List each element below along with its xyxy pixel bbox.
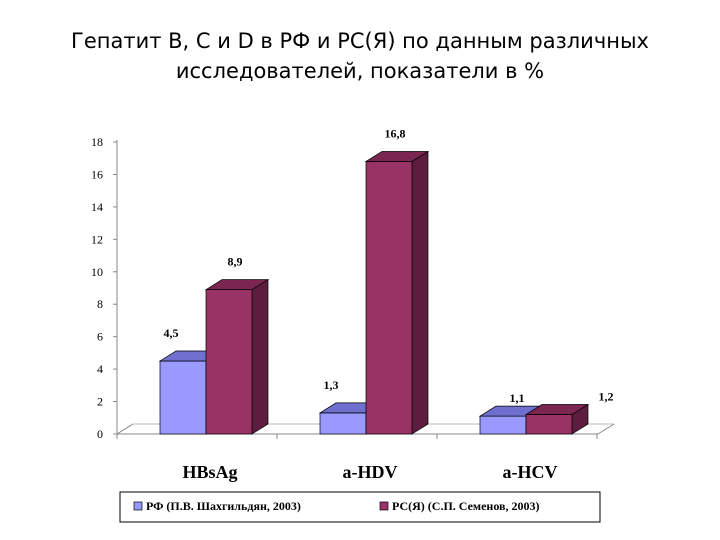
y-tick-label: 10 — [91, 265, 103, 279]
y-tick-label: 18 — [91, 135, 103, 149]
bar — [365, 161, 413, 435]
bar — [319, 412, 367, 435]
bar-top — [364, 151, 430, 162]
y-tick-label: 14 — [91, 200, 103, 214]
y-tick-label: 4 — [97, 362, 103, 376]
legend-swatch — [133, 501, 143, 511]
x-category-label: a-HDV — [343, 462, 398, 482]
bar-side — [411, 150, 429, 435]
legend — [119, 491, 601, 523]
bar-top — [204, 279, 270, 290]
legend-swatch — [379, 501, 389, 511]
chart-title-line-1: Гепатит В, С и D в РФ и РС(Я) по данным … — [71, 29, 649, 53]
bar — [205, 289, 253, 435]
y-tick-label: 6 — [97, 330, 103, 344]
bar — [159, 360, 207, 435]
bar — [479, 415, 527, 435]
legend-label: РФ (П.В. Шахгильдян, 2003) — [146, 499, 301, 513]
bar-top — [524, 404, 590, 415]
y-tick-label: 12 — [91, 232, 103, 246]
data-label: 1,1 — [510, 391, 525, 405]
y-tick-label: 16 — [91, 167, 103, 181]
floor-edge-left — [116, 423, 134, 435]
legend-label: РС(Я) (С.П. Семенов, 2003) — [392, 499, 540, 513]
y-tick-label: 2 — [97, 395, 103, 409]
x-category-label: a-HCV — [503, 462, 558, 482]
data-label: 1,2 — [599, 390, 614, 404]
y-tick-label: 8 — [97, 297, 103, 311]
x-category-label: HBsAg — [182, 462, 237, 482]
floor-edge-right — [597, 423, 615, 435]
data-label: 1,3 — [324, 378, 339, 392]
data-label: 4,5 — [164, 326, 179, 340]
data-label: 8,9 — [228, 255, 243, 269]
chart-title-line-2: исследователей, показатели в % — [175, 59, 545, 83]
data-label: 16,8 — [385, 126, 406, 140]
bar-side — [251, 278, 269, 435]
chart-title: Гепатит В, С и D в РФ и РС(Я) по данным … — [60, 26, 660, 86]
y-tick-label: 0 — [97, 427, 103, 441]
bar — [525, 414, 573, 435]
